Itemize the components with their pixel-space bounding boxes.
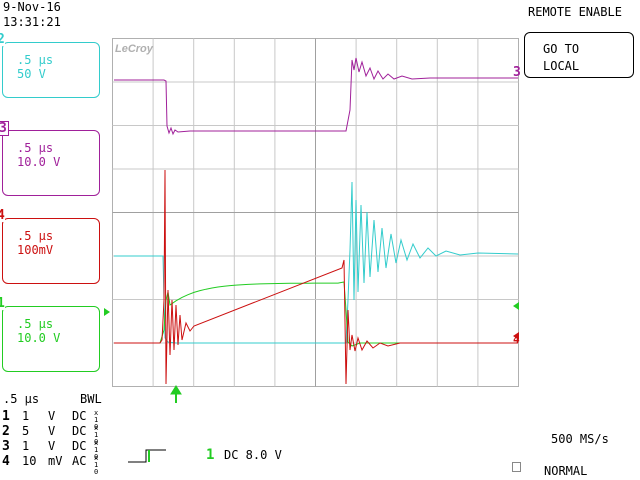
date-readout: 9-Nov-16 [3,0,61,14]
summary-probe: x10 [94,454,99,476]
summary-unit: mV [48,454,63,468]
acquisition-mode: NORMAL [544,464,588,478]
channel-4-trace [114,169,518,385]
summary-channel-number: 4 [2,454,10,469]
lecroy-logo: LeCroy [115,43,154,55]
channel-2-number: 2 [0,33,5,46]
trigger-level-marker[interactable] [104,308,110,316]
channel-1-trace [114,281,518,347]
channel-2-timebase: .5 µs [17,53,54,67]
channel-4-box[interactable]: 4 .5 µs 100mV [0,209,100,284]
summary-coupling: DC [72,409,87,423]
sample-rate: 500 MS/s [551,432,609,446]
summary-volts-per-div: 1 [22,409,30,423]
time-readout: 13:31:21 [3,15,61,29]
go-to-local-button[interactable]: GO TO LOCAL [524,32,634,78]
summary-volts-per-div: 5 [22,424,30,438]
acquisition-indicator [512,462,521,472]
channel-3-trace-marker: 3 [513,65,521,80]
summary-unit: V [48,424,56,438]
channel-1-scale: 10.0 V [17,331,61,345]
channel-3-box[interactable]: 3 .5 µs 10.0 V [0,121,100,196]
summary-probe: x10 [94,409,99,431]
summary-unit: V [48,439,56,453]
channel-4-trace-marker: 4 [513,333,520,346]
channel-1-number: 1 [0,297,5,310]
bandwidth-limit-label: BWL [80,392,102,406]
channel-3-trace [114,57,518,136]
channel-4-number: 4 [0,209,5,222]
trigger-setting: DC 8.0 V [224,448,282,462]
graticule-lines [112,38,519,387]
summary-channel-number: 1 [2,409,10,424]
summary-coupling: DC [72,424,87,438]
trigger-position-arrow[interactable] [170,385,182,403]
summary-channel-number: 3 [2,439,10,454]
summary-coupling: DC [72,439,87,453]
summary-channel-number: 2 [2,424,10,439]
summary-timebase: .5 µs [3,392,40,406]
channel-1-box[interactable]: 1 .5 µs 10.0 V [0,297,100,372]
channel-1-level-marker[interactable] [513,302,519,310]
summary-unit: V [48,409,56,423]
channel-2-scale: 50 V [17,67,46,81]
channel-2-box[interactable]: 2 .5 µs 50 V [0,33,100,98]
summary-volts-per-div: 1 [22,439,30,453]
channel-3-number: 3 [0,121,9,136]
summary-probe: x10 [94,439,99,461]
channel-4-level-marker[interactable] [513,332,519,340]
go-to-local-label-2: LOCAL [543,59,580,73]
channel-4-timebase: .5 µs [17,229,54,243]
summary-probe: x10 [94,424,99,446]
remote-status: REMOTE ENABLE [528,5,622,19]
channel-3-timebase: .5 µs [17,141,54,155]
channel-3-scale: 10.0 V [17,155,61,169]
channel-4-scale: 100mV [17,243,54,257]
channel-1-timebase: .5 µs [17,317,54,331]
summary-coupling: AC [72,454,87,468]
go-to-local-label-1: GO TO [543,42,580,56]
channel-2-trace [114,181,519,344]
trigger-channel: 1 [206,447,215,463]
summary-volts-per-div: 10 [22,454,37,468]
